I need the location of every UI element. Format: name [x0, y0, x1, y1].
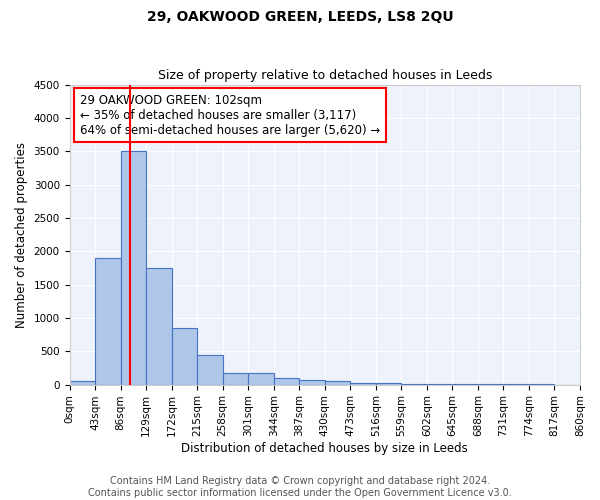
Bar — [172, 328, 197, 384]
Bar — [121, 151, 146, 384]
Text: 29, OAKWOOD GREEN, LEEDS, LS8 2QU: 29, OAKWOOD GREEN, LEEDS, LS8 2QU — [146, 10, 454, 24]
Y-axis label: Number of detached properties: Number of detached properties — [15, 142, 28, 328]
Bar — [248, 373, 274, 384]
Bar — [197, 354, 223, 384]
Bar — [325, 382, 350, 384]
Bar — [274, 378, 299, 384]
Bar — [70, 382, 95, 384]
Text: Contains HM Land Registry data © Crown copyright and database right 2024.
Contai: Contains HM Land Registry data © Crown c… — [88, 476, 512, 498]
X-axis label: Distribution of detached houses by size in Leeds: Distribution of detached houses by size … — [181, 442, 468, 455]
Text: 29 OAKWOOD GREEN: 102sqm
← 35% of detached houses are smaller (3,117)
64% of sem: 29 OAKWOOD GREEN: 102sqm ← 35% of detach… — [80, 94, 380, 136]
Bar — [95, 258, 121, 384]
Bar — [299, 380, 325, 384]
Bar — [350, 382, 376, 384]
Title: Size of property relative to detached houses in Leeds: Size of property relative to detached ho… — [158, 69, 492, 82]
Bar — [223, 373, 248, 384]
Bar — [146, 268, 172, 384]
